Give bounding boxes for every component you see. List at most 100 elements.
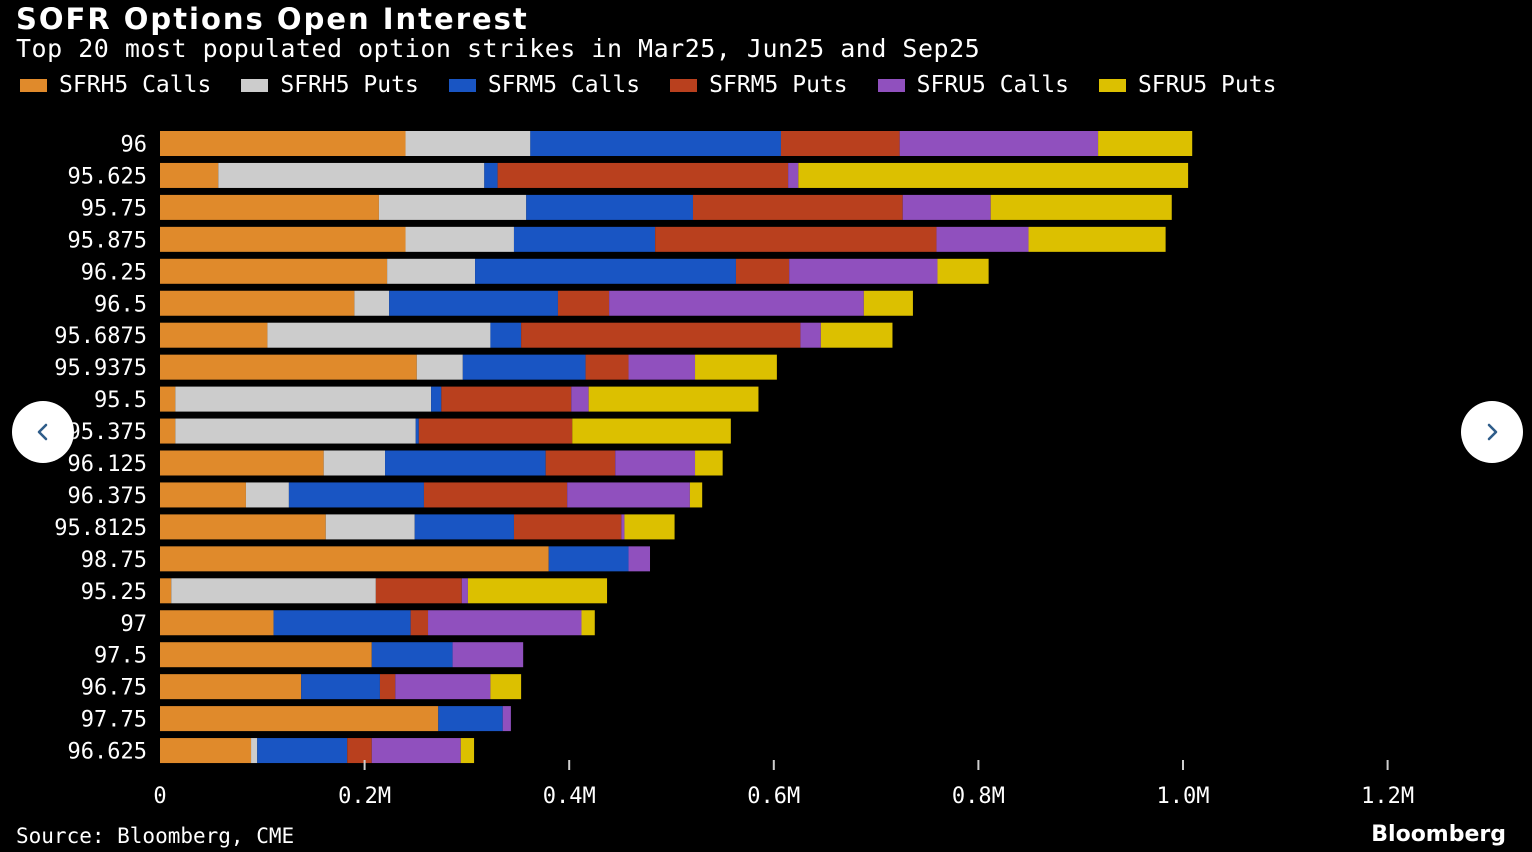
x-tick-label: 1.0M: [1157, 784, 1210, 809]
category-label: 95.6875: [54, 324, 147, 349]
category-label: 96.125: [68, 452, 147, 477]
category-label: 95.5: [94, 388, 147, 413]
bar-segment: [160, 354, 417, 380]
bar-segment: [160, 194, 379, 220]
bar-segment: [410, 610, 429, 636]
bar-segment: [160, 258, 388, 284]
bar-segment: [160, 642, 372, 668]
bar-segment: [530, 131, 781, 156]
bar-segment: [655, 226, 937, 252]
legend-swatch: [448, 78, 476, 92]
bar-segment: [378, 194, 527, 220]
bar-segment: [548, 546, 629, 572]
legend-label: SFRH5 Calls: [59, 72, 212, 98]
bar-segment: [371, 738, 461, 764]
bar-segment: [160, 450, 324, 476]
legend-label: SFRH5 Puts: [280, 72, 419, 98]
bar-segment: [160, 131, 406, 156]
bar-segment: [798, 162, 1189, 188]
category-label: 96.5: [94, 292, 147, 317]
category-label: 96.375: [68, 484, 147, 509]
bar-segment: [160, 610, 274, 636]
bar-segment: [585, 354, 629, 380]
bar-segment: [405, 131, 531, 156]
bar-segment: [438, 706, 503, 732]
category-label: 95.25: [81, 580, 147, 605]
legend-item: SFRM5 Puts: [670, 72, 848, 98]
legend-swatch: [241, 78, 269, 92]
bar-segment: [405, 226, 514, 252]
chart-legend: SFRH5 Calls SFRH5 Puts SFRM5 Calls SFRM5 Pu…: [20, 72, 1340, 98]
legend-swatch: [20, 78, 47, 92]
bar-segment: [160, 706, 439, 732]
bar-segment: [347, 738, 372, 764]
bar-segment: [160, 226, 406, 252]
bar-segment: [863, 290, 913, 316]
bar-segment: [418, 418, 573, 444]
bar-segment: [160, 738, 252, 764]
chevron-right-icon: [1487, 423, 1498, 441]
legend-item: SFRM5 Calls: [448, 72, 640, 98]
category-label: 96.625: [68, 740, 147, 765]
category-label: 95.875: [68, 228, 147, 253]
bar-segment: [175, 386, 432, 412]
bar-segment: [354, 290, 390, 316]
category-label: 96: [121, 133, 148, 158]
chart-subtitle: Top 20 most populated option strikes in …: [16, 34, 981, 63]
bar-segment: [990, 194, 1172, 220]
bar-segment: [800, 322, 821, 348]
bar-segment: [371, 642, 453, 668]
bar-segment: [452, 642, 524, 668]
bar-segment: [567, 482, 690, 508]
legend-swatch: [877, 78, 905, 92]
bar-segment: [581, 610, 595, 636]
bar-segment: [461, 578, 468, 604]
bar-segment: [301, 674, 380, 700]
bar-segment: [160, 386, 176, 412]
bar-segment: [389, 290, 558, 316]
category-label: 95.375: [68, 420, 147, 445]
bar-segment: [557, 290, 610, 316]
bar-segment: [245, 482, 289, 508]
bar-segment: [695, 450, 723, 476]
x-tick-label: 0: [153, 784, 166, 809]
source-note: Source: Bloomberg, CME: [16, 824, 295, 848]
legend-swatch: [1098, 78, 1126, 92]
bar-segment: [160, 322, 268, 348]
bar-segment: [502, 706, 511, 732]
bar-segment: [428, 610, 582, 636]
bloomberg-logo: Bloomberg: [1371, 822, 1506, 847]
bar-segment: [395, 674, 491, 700]
bar-segment: [460, 738, 475, 764]
x-tick-label: 0.4M: [543, 784, 596, 809]
legend-label: SFRU5 Calls: [916, 72, 1069, 98]
bar-segment: [628, 546, 651, 572]
legend-item: SFRU5 Puts: [1098, 72, 1276, 98]
previous-button[interactable]: [12, 401, 74, 463]
bar-segment: [624, 514, 675, 540]
x-tick-label: 1.2M: [1361, 784, 1414, 809]
category-label: 97.5: [94, 644, 147, 669]
bar-segment: [423, 482, 568, 508]
bar-segment: [545, 450, 616, 476]
bar-segment: [526, 194, 693, 220]
bar-segment: [788, 162, 799, 188]
bar-segment: [441, 386, 572, 412]
bar-segment: [323, 450, 386, 476]
bar-segment: [431, 386, 442, 412]
bar-segment: [615, 450, 696, 476]
bar-segment: [937, 258, 989, 284]
bar-segment: [820, 322, 893, 348]
bar-segment: [160, 482, 246, 508]
bar-segment: [218, 162, 485, 188]
legend-item: SFRH5 Puts: [241, 72, 419, 98]
bar-segment: [160, 578, 172, 604]
bar-segment: [475, 258, 736, 284]
bar-segment: [462, 354, 586, 380]
next-button[interactable]: [1461, 401, 1523, 463]
bar-segment: [571, 386, 589, 412]
bar-segment: [628, 354, 696, 380]
x-tick-label: 0.8M: [952, 784, 1005, 809]
bar-segment: [160, 162, 219, 188]
category-label: 95.625: [68, 164, 147, 189]
